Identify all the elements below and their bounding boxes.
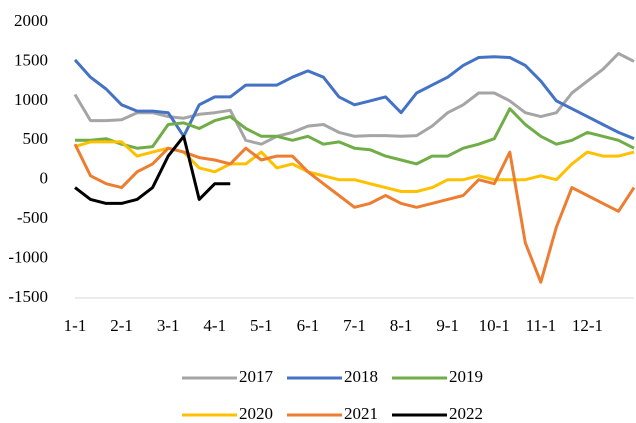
y-tick-label: 1500 [14,50,48,69]
x-tick-label: 4-1 [203,316,226,335]
x-tick-label: 11-1 [526,316,557,335]
y-tick-label: 1000 [14,90,48,109]
x-tick-label: 2-1 [110,316,133,335]
y-tick-label: 2000 [14,11,48,30]
legend-label: 2018 [344,367,378,386]
y-tick-label: -1000 [8,247,48,266]
x-tick-label: 10-1 [479,316,510,335]
y-tick-label: 500 [23,129,49,148]
series-line [75,107,635,166]
y-tick-label: -500 [17,208,48,227]
series-line [73,143,636,284]
y-tick-label: 0 [40,169,49,188]
series-line [74,134,231,205]
x-tick-label: 12-1 [572,316,603,335]
x-tick-label: 9-1 [436,316,459,335]
legend-label: 2021 [344,404,378,423]
x-tick-label: 6-1 [297,316,320,335]
x-tick-label: 1-1 [64,316,87,335]
series-line [73,52,635,146]
legend-label: 2017 [239,367,274,386]
series-line [73,55,635,141]
x-tick-label: 7-1 [343,316,366,335]
x-tick-label: 5-1 [250,316,273,335]
legend-label: 2019 [449,367,483,386]
legend-label: 2020 [239,404,273,423]
x-tick-label: 8-1 [390,316,413,335]
y-tick-label: -1500 [8,287,48,306]
x-tick-label: 3-1 [157,316,180,335]
legend-label: 2022 [449,404,483,423]
